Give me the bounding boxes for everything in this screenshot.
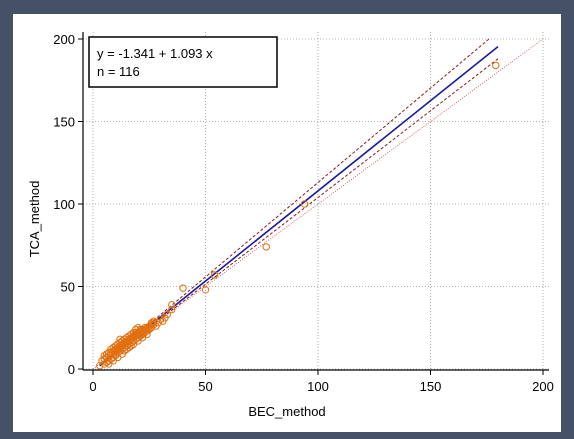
identity-line xyxy=(92,38,544,370)
data-point xyxy=(201,286,210,294)
data-point xyxy=(179,284,187,292)
equation-box: y = -1.341 + 1.093 x n = 116 xyxy=(88,36,278,88)
regression-line xyxy=(99,45,499,367)
x-tick-label: 0 xyxy=(89,379,96,394)
data-point xyxy=(134,330,142,339)
fit-lines xyxy=(92,38,544,370)
x-tick-label: 150 xyxy=(420,379,442,394)
equation-text: y = -1.341 + 1.093 x xyxy=(97,46,213,61)
data-point xyxy=(132,332,140,340)
data-point xyxy=(150,319,158,327)
data-point xyxy=(163,310,171,319)
data-point xyxy=(96,362,104,370)
scatter-chart: 0 50 100 150 200 0 50 100 150 200 y = -1.341 + 1… xyxy=(27,32,554,419)
y-tick-label: 0 xyxy=(68,362,75,377)
lower-confidence-line xyxy=(99,58,499,367)
data-point xyxy=(210,271,219,279)
equation-box-border xyxy=(88,36,278,88)
data-points xyxy=(96,61,500,370)
data-point xyxy=(300,200,309,208)
data-point xyxy=(168,300,176,309)
x-tick-label: 200 xyxy=(532,379,554,394)
y-tick-label: 200 xyxy=(53,32,75,47)
x-axis-label: BEC_method xyxy=(248,404,325,419)
data-point xyxy=(168,305,176,314)
data-point xyxy=(147,320,156,329)
data-point xyxy=(262,243,270,251)
sample-size-text: n = 116 xyxy=(97,64,140,79)
x-tick-label: 100 xyxy=(307,379,329,394)
chart-panel: 0 50 100 150 200 0 50 100 150 200 y = -1.341 + 1… xyxy=(13,14,561,432)
y-axis-label: TCA_method xyxy=(27,181,42,258)
data-point xyxy=(156,315,165,324)
x-tick-labels: 0 50 100 150 200 xyxy=(89,370,554,394)
y-tick-label: 150 xyxy=(53,115,75,130)
data-point xyxy=(102,350,111,358)
y-tick-label: 100 xyxy=(53,197,75,212)
data-point xyxy=(143,325,151,334)
x-tick-label: 50 xyxy=(198,379,212,394)
grid xyxy=(83,32,549,370)
y-tick-label: 50 xyxy=(61,280,75,295)
data-point xyxy=(492,61,500,70)
axes xyxy=(82,32,549,371)
y-tick-labels: 0 50 100 150 200 xyxy=(53,32,83,377)
